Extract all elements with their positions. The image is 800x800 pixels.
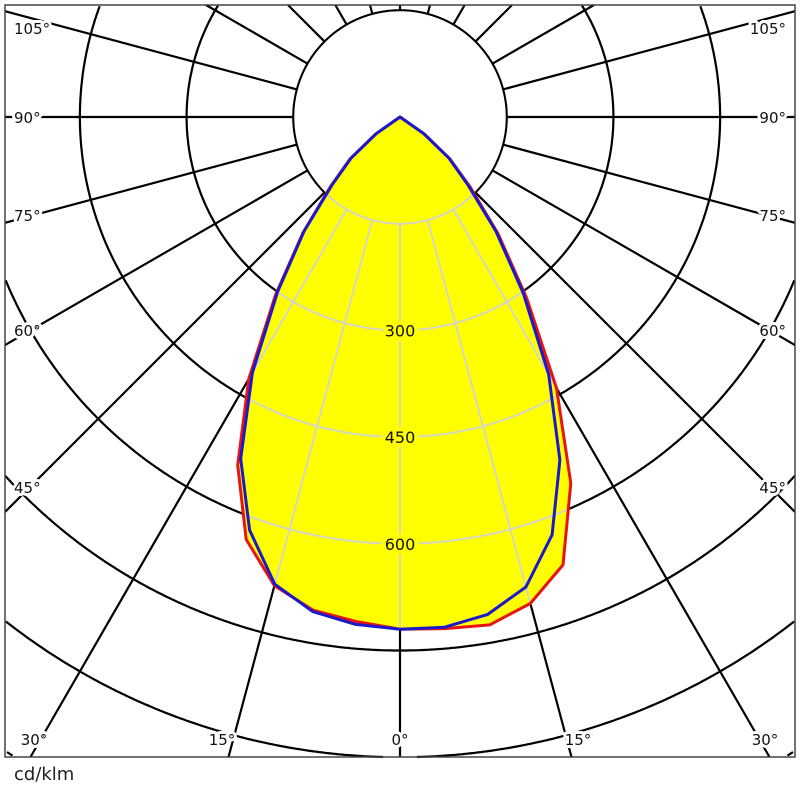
grid-radial-45 xyxy=(474,191,796,513)
grid-radial-15 xyxy=(237,219,374,630)
grid-radial-135 xyxy=(287,4,326,43)
angle-label-right-75: 75° xyxy=(759,207,786,225)
angle-label-left-60: 60° xyxy=(14,322,41,340)
grid-radial-60 xyxy=(491,169,796,347)
grid-radial-165 xyxy=(426,4,432,15)
radial-tick-label-450: 450 xyxy=(385,428,416,447)
grid-radial-75 xyxy=(4,143,298,224)
grid-radial-105 xyxy=(502,10,796,91)
distribution-curves xyxy=(236,115,573,631)
grid-circle-450 xyxy=(237,117,571,439)
angle-label-left-90: 90° xyxy=(14,109,41,127)
grid-radial-135 xyxy=(474,4,513,43)
grid-radial-75 xyxy=(502,143,796,224)
angle-label-right-60: 60° xyxy=(759,322,786,340)
grid-radial-120 xyxy=(205,4,309,65)
angle-label-left-75: 75° xyxy=(14,207,41,225)
grid-radial-30 xyxy=(237,208,348,630)
angle-label-left-105: 105° xyxy=(14,20,50,38)
grid-circle-300 xyxy=(237,117,571,332)
distribution-fill xyxy=(237,117,571,630)
grid-radial-120 xyxy=(491,4,595,65)
grid-radial-45 xyxy=(4,191,326,513)
grid-radial-15 xyxy=(426,219,571,630)
radial-tick-label-600: 600 xyxy=(385,535,416,554)
chart-frame xyxy=(4,4,796,758)
grid-radial-150 xyxy=(334,4,348,26)
angle-labels: 105° 90° 75° 60° 45° 105° 90° 75° 60° 45… xyxy=(11,17,789,752)
unit-label: cd/klm xyxy=(14,764,75,785)
grid-radial-165 xyxy=(368,4,374,15)
angle-label-bottom-30-left: 30° xyxy=(21,731,48,749)
angle-label-right-45: 45° xyxy=(759,479,786,497)
grid-radial-30 xyxy=(452,208,571,630)
grid-radial-60 xyxy=(4,169,309,347)
radial-tick-labels: 300 450 600 xyxy=(381,317,420,557)
series-curve-1 xyxy=(239,115,562,631)
angle-label-bottom-15-right: 15° xyxy=(565,731,592,749)
grid-circle-1050 xyxy=(6,751,794,757)
angle-label-bottom-30-right: 30° xyxy=(752,731,779,749)
radial-tick-label-300: 300 xyxy=(385,321,416,340)
angle-label-left-45: 45° xyxy=(14,479,41,497)
angle-label-bottom-15-left: 15° xyxy=(209,731,236,749)
grid-radial-150 xyxy=(452,4,466,26)
angle-label-bottom-0: 0° xyxy=(391,731,408,749)
grid-radial-105 xyxy=(4,10,298,91)
angle-label-right-105: 105° xyxy=(750,20,786,38)
polar-light-distribution-chart: 105° 90° 75° 60° 45° 105° 90° 75° 60° 45… xyxy=(4,4,796,759)
angle-label-right-90: 90° xyxy=(759,109,786,127)
grid-circle-900 xyxy=(5,620,795,759)
